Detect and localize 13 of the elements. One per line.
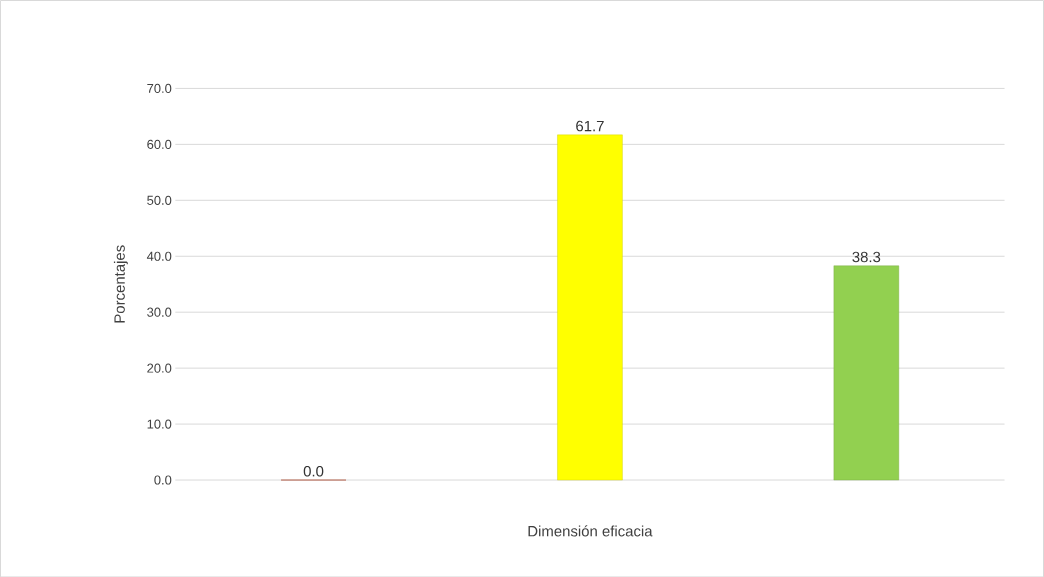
data-label: 38.3 [852, 251, 881, 263]
y-tick-label: 60.0 [147, 139, 172, 149]
data-label: 61.7 [576, 120, 604, 132]
data-label: 0.0 [303, 465, 324, 477]
y-axis-title: Porcentajes [113, 245, 128, 323]
y-tick-label: 20.0 [147, 363, 172, 373]
y-tick-label: 10.0 [147, 419, 172, 429]
x-axis-title: Dimensión eficacia [528, 525, 653, 537]
y-tick-label: 50.0 [147, 195, 172, 205]
y-tick-label: 70.0 [147, 83, 172, 93]
y-tick-label: 30.0 [147, 307, 172, 317]
y-tick-label: 40.0 [146, 251, 172, 261]
y-tick-label: 0.0 [154, 475, 172, 485]
